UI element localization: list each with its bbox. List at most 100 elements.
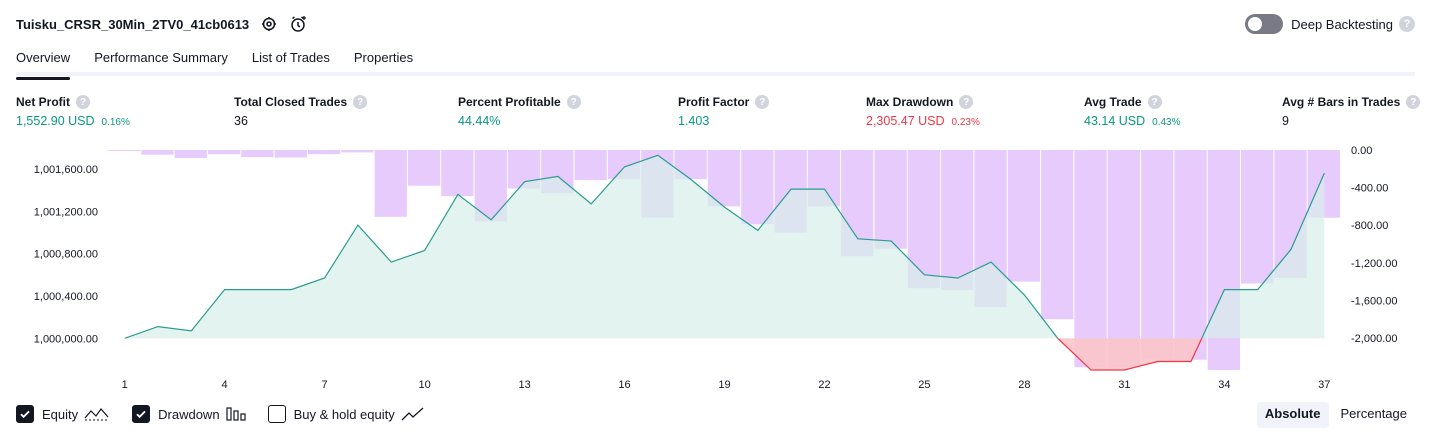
drawdown-checkbox[interactable] — [132, 405, 151, 423]
x-axis-tick-label: 34 — [1218, 379, 1230, 391]
x-axis-tick-label: 25 — [918, 379, 930, 391]
strategy-header: Tuisku_CRSR_30Min_2TV0_41cb0613 — [16, 12, 309, 36]
drawdown-label: Drawdown — [158, 406, 220, 422]
metric-label: Net Profit — [16, 95, 70, 109]
help-icon[interactable]: ? — [566, 95, 581, 109]
help-icon[interactable]: ? — [755, 95, 770, 109]
metric-profit-factor: Profit Factor? 1.403 — [678, 94, 770, 130]
drawdown-bars-icon — [225, 406, 246, 422]
drawdown-bar — [141, 150, 174, 155]
metric-percent: 0.16% — [101, 117, 130, 128]
drawdown-bar — [108, 150, 141, 151]
metric-value: 44.44% — [458, 114, 501, 128]
drawdown-bar — [241, 150, 274, 158]
x-axis-tick-label: 16 — [618, 379, 630, 391]
metric-label: Profit Factor — [678, 95, 750, 109]
left-axis-tick-label: 1,000,000.00 — [34, 333, 98, 345]
help-icon[interactable]: ? — [76, 95, 90, 109]
metric-percent-profitable: Percent Profitable? 44.44% — [458, 94, 581, 130]
right-axis-tick-label: -1,600.00 — [1351, 295, 1397, 307]
drawdown-bar — [1007, 150, 1041, 282]
left-axis-tick-label: 1,000,400.00 — [34, 291, 98, 303]
right-axis-tick-label: -800.00 — [1351, 220, 1388, 232]
equity-area-gain — [124, 155, 1325, 339]
drawdown-toggle[interactable]: Drawdown — [132, 405, 246, 423]
left-axis-tick-label: 1,000,800.00 — [34, 249, 98, 261]
help-icon[interactable]: ? — [1147, 95, 1162, 109]
metric-label: Avg Trade — [1084, 95, 1142, 109]
help-icon[interactable]: ? — [1399, 16, 1415, 32]
right-axis-tick-label: -2,000.00 — [1351, 333, 1397, 345]
x-axis-tick-label: 31 — [1118, 379, 1130, 391]
left-axis-tick-label: 1,001,200.00 — [34, 206, 98, 218]
drawdown-bar — [574, 150, 607, 181]
deep-backtesting-label: Deep Backtesting — [1291, 16, 1393, 32]
equity-line-loss — [124, 338, 1203, 371]
buyhold-line-icon — [401, 406, 425, 422]
metric-net-profit: Net Profit? 1,552.90 USD 0.16% — [16, 94, 130, 130]
metric-percent: 0.23% — [951, 117, 980, 128]
drawdown-bar — [341, 150, 374, 153]
help-icon[interactable]: ? — [353, 95, 368, 109]
drawdown-bar — [941, 150, 974, 291]
drawdown-bar — [307, 150, 341, 155]
drawdown-bar — [374, 150, 407, 217]
x-axis-tick-label: 19 — [718, 379, 730, 391]
help-icon[interactable]: ? — [959, 95, 974, 109]
deep-backtesting-toggle[interactable] — [1245, 14, 1284, 34]
tab-list-of-trades[interactable]: List of Trades — [251, 50, 330, 65]
equity-drawdown-chart[interactable]: 1,000,000.00 1,000,400.00 1,000,800.00 1,00… — [0, 140, 1431, 394]
drawdown-bar — [741, 150, 774, 225]
help-icon[interactable]: ? — [1406, 95, 1421, 109]
left-axis-tick-label: 1,001,600.00 — [34, 164, 98, 176]
tab-overview[interactable]: Overview — [16, 44, 71, 80]
tab-properties[interactable]: Properties — [353, 50, 414, 65]
drawdown-bar — [174, 150, 207, 158]
metric-label: Avg # Bars in Trades — [1282, 95, 1401, 109]
deep-backtesting-control: Deep Backtesting ? — [1245, 13, 1415, 35]
metric-value: 1,552.90 USD — [16, 114, 95, 128]
drawdown-bar — [274, 150, 307, 158]
drawdown-bar — [1174, 150, 1207, 360]
buyhold-checkbox[interactable] — [267, 405, 286, 423]
settings-gear-icon[interactable] — [259, 14, 279, 34]
drawdown-bar — [1107, 150, 1140, 368]
x-axis-tick-label: 37 — [1318, 379, 1330, 391]
x-axis-tick-label: 1 — [122, 379, 128, 391]
equity-checkbox[interactable] — [16, 405, 34, 423]
report-tabs: Overview Performance Summary List of Tra… — [16, 44, 1415, 80]
value-mode-toggle: Absolute Percentage — [1253, 402, 1415, 428]
drawdown-bar — [1074, 150, 1107, 368]
x-axis-tick-label: 13 — [518, 379, 530, 391]
absolute-button[interactable]: Absolute — [1256, 402, 1329, 428]
metric-total-closed-trades: Total Closed Trades? 36 — [234, 94, 368, 130]
equity-toggle[interactable]: Equity — [16, 405, 110, 423]
strategy-title: Tuisku_CRSR_30Min_2TV0_41cb0613 — [16, 16, 250, 32]
drawdown-bar — [441, 150, 474, 197]
equity-area-loss — [124, 338, 1325, 370]
add-alert-clock-icon[interactable] — [289, 14, 309, 34]
percentage-button[interactable]: Percentage — [1340, 406, 1408, 421]
metric-value: 43.14 USD — [1084, 114, 1146, 128]
metric-percent: 0.43% — [1152, 117, 1181, 128]
metric-value: 36 — [234, 114, 248, 128]
right-axis-tick-label: 0.00 — [1351, 145, 1372, 157]
drawdown-bar — [208, 150, 241, 155]
buyhold-toggle[interactable]: Buy & hold equity — [267, 405, 425, 423]
metric-avg-bars-in-trades: Avg # Bars in Trades? 9 — [1282, 94, 1421, 130]
metric-max-drawdown: Max Drawdown? 2,305.47 USD 0.23% — [866, 94, 980, 130]
right-axis-tick-label: -400.00 — [1351, 183, 1388, 195]
metric-label: Max Drawdown — [866, 95, 954, 109]
equity-line — [124, 154, 1325, 339]
chart-legend: Equity Drawdown Buy & hold equity — [16, 403, 447, 425]
buyhold-label: Buy & hold equity — [293, 406, 395, 422]
metric-avg-trade: Avg Trade? 43.14 USD 0.43% — [1084, 94, 1181, 130]
equity-label: Equity — [42, 406, 79, 422]
tab-performance-summary[interactable]: Performance Summary — [94, 50, 228, 65]
metric-value: 9 — [1282, 114, 1289, 128]
drawdown-bar — [1141, 150, 1174, 360]
metric-label: Percent Profitable — [458, 95, 561, 109]
drawdown-bar — [874, 150, 907, 249]
right-axis-tick-label: -1,200.00 — [1351, 258, 1397, 270]
metric-value: 1.403 — [678, 114, 710, 128]
